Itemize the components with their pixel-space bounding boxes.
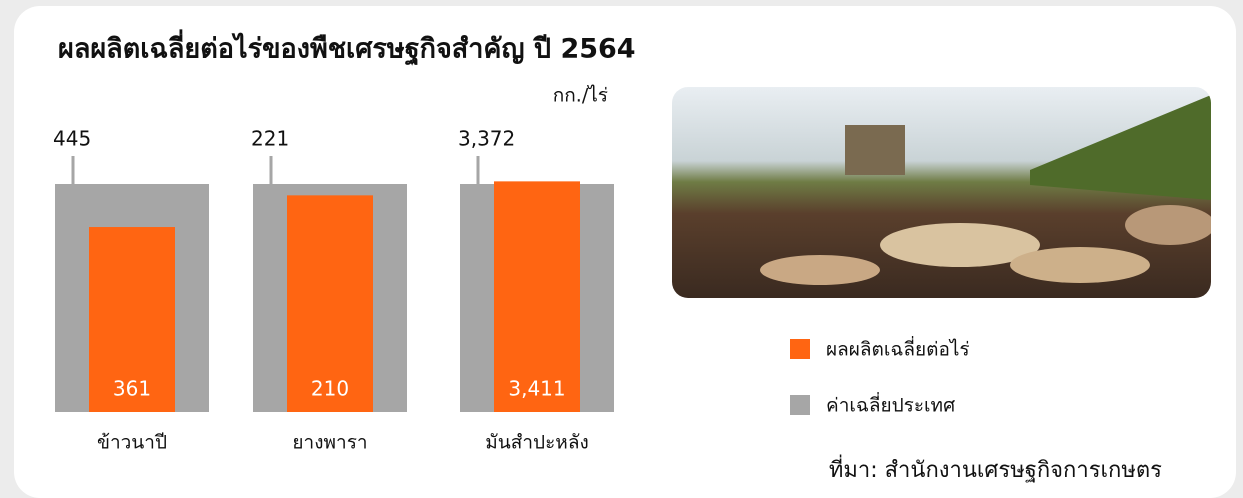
- legend-label: ผลผลิตเฉลี่ยต่อไร่: [826, 336, 970, 361]
- category-label: มันสำปะหลัง: [485, 432, 589, 454]
- source-note: ที่มา: สำนักงานเศรษฐกิจการเกษตร: [829, 454, 1162, 483]
- category-label: ข้าวนาปี: [97, 432, 167, 454]
- yield-bar: [89, 227, 175, 412]
- unit-label: กก./ไร่: [553, 85, 608, 107]
- average-label: 3,372: [458, 127, 515, 151]
- category-label: ยางพารา: [292, 432, 367, 454]
- yield-label: 210: [311, 377, 349, 401]
- legend-label: ค่าเฉลี่ยประเทศ: [826, 392, 955, 417]
- yield-bar: [287, 195, 373, 412]
- average-label: 221: [251, 127, 289, 151]
- yield-bar: [494, 181, 580, 412]
- photo: [672, 87, 1211, 298]
- legend-swatch: [790, 339, 810, 359]
- average-label: 445: [53, 127, 91, 151]
- legend-swatch: [790, 395, 810, 415]
- yield-label: 361: [113, 377, 151, 401]
- chart-title: ผลผลิตเฉลี่ยต่อไร่ของพืชเศรษฐกิจสำคัญ ปี…: [58, 29, 636, 67]
- yield-label: 3,411: [508, 377, 565, 401]
